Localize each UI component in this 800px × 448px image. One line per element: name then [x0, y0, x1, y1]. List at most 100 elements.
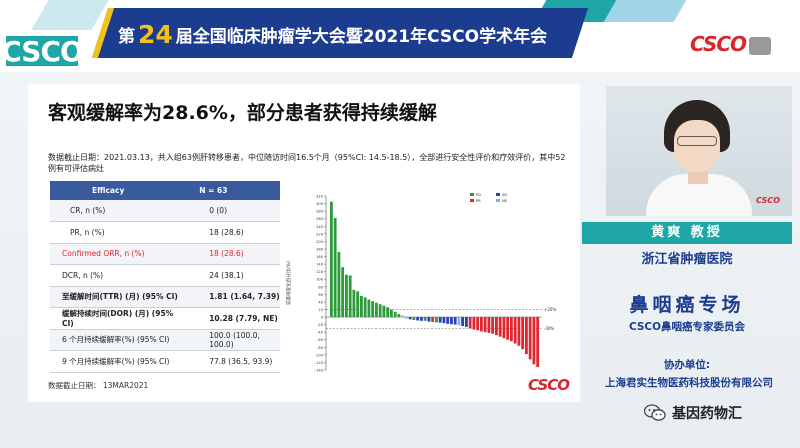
waterfall-bar — [408, 317, 412, 320]
waterfall-bar — [341, 267, 345, 318]
y-tick-label: 260 — [316, 217, 324, 221]
waterfall-bar — [442, 317, 446, 324]
y-axis-label: 较基线变化百分比(%) — [285, 261, 292, 305]
row-value: 77.8 (36.5, 93.9) — [179, 350, 280, 373]
waterfall-bar — [468, 317, 472, 329]
waterfall-bar — [330, 201, 333, 318]
legend-label: PD — [476, 193, 481, 197]
csco-logo-left: CSCO — [1, 34, 84, 68]
y-tick-label: 240 — [316, 225, 324, 229]
waterfall-bar — [457, 317, 461, 326]
waterfall-bar — [498, 317, 502, 337]
mascot-icon — [749, 36, 772, 55]
y-tick-label: -60 — [317, 338, 324, 342]
y-tick-label: -100 — [315, 353, 324, 357]
waterfall-bar — [472, 317, 476, 330]
waterfall-bar — [360, 295, 363, 318]
waterfall-bar — [427, 317, 431, 322]
waterfall-bar — [438, 317, 442, 323]
cohost-label: 协办单位: — [663, 359, 711, 371]
y-tick-label: 200 — [316, 240, 324, 244]
waterfall-bar — [423, 317, 427, 321]
waterfall-bar — [461, 317, 465, 327]
y-tick-label: 40 — [318, 300, 323, 304]
waterfall-bar — [435, 317, 438, 323]
header: 第 24 届全国临床肿瘤学大会暨2021年CSCO学术年会 CSCO CSCO — [0, 0, 800, 72]
y-tick-label: 180 — [316, 247, 324, 251]
csco-logo-right: CSCO — [690, 32, 772, 56]
waterfall-bar — [348, 275, 352, 318]
y-tick-label: 280 — [316, 210, 324, 214]
col-n: N = 63 — [179, 181, 280, 200]
waterfall-chart: -140 -120 -100 -80 -60 -40 -20 0 20 40 60 80 100 120 1… — [280, 184, 576, 382]
waterfall-bar — [510, 317, 513, 342]
waterfall-bar — [345, 274, 348, 318]
row-label: PR, n (%) — [50, 221, 180, 244]
row-value: 100.0 (100.0, 100.0) — [179, 329, 280, 351]
speaker-hospital: 浙江省肿瘤医院 — [641, 252, 733, 267]
waterfall-bar — [513, 317, 517, 344]
waterfall-bar — [393, 311, 397, 318]
waterfall-bar — [375, 302, 378, 318]
banner-prefix: 第 — [118, 26, 135, 47]
row-value: 18 (28.6) — [179, 243, 280, 265]
banner-number: 24 — [138, 19, 173, 49]
table-row: 6 个月持续缓解率(%) (95% CI) 100.0 (100.0, 100.0… — [50, 329, 280, 351]
waterfall-bar — [356, 291, 360, 318]
row-value: 0 (0) — [179, 200, 280, 222]
waterfall-bar — [525, 317, 528, 355]
legend-swatch — [496, 193, 500, 196]
reference-line-label: +20% — [544, 307, 556, 312]
row-value: 18 (28.6) — [179, 221, 280, 244]
row-label: 缓解持续时间(DOR) (月) (95% CI) — [50, 307, 180, 330]
waterfall-bar — [495, 317, 498, 336]
waterfall-bar — [528, 317, 532, 360]
waterfall-bar — [352, 289, 356, 318]
waterfall-bar — [532, 317, 536, 365]
session-committee: CSCO鼻咽癌专家委员会 — [628, 321, 746, 333]
waterfall-bar — [416, 317, 420, 321]
y-tick-label: 60 — [318, 293, 323, 297]
speaker-video: CSCO — [606, 86, 792, 216]
waterfall-bar — [390, 309, 393, 318]
waterfall-bar — [420, 317, 423, 321]
y-tick-label: 120 — [316, 270, 324, 274]
row-label: 9 个月持续缓解率(%) (95% CI) — [50, 350, 180, 373]
wechat-watermark: 基因药物汇 — [644, 402, 742, 424]
waterfall-bar — [382, 305, 386, 318]
waterfall-bar — [378, 304, 382, 318]
waterfall-bar — [386, 307, 390, 318]
row-label: DCR, n (%) — [50, 264, 180, 287]
y-tick-label: -20 — [317, 323, 324, 327]
waterfall-bar — [491, 317, 495, 334]
y-tick-label: 320 — [316, 195, 324, 199]
legend-swatch — [496, 199, 500, 202]
waterfall-bar — [506, 317, 510, 340]
waterfall-bar — [450, 317, 453, 325]
y-tick-label: 20 — [318, 308, 323, 312]
waterfall-bar — [521, 317, 525, 350]
legend-swatch — [470, 193, 474, 196]
waterfall-bar — [431, 317, 435, 322]
y-tick-label: -80 — [317, 346, 324, 350]
waterfall-bar — [487, 317, 491, 333]
waterfall-bar — [453, 317, 457, 325]
slide-title: 客观缓解率为28.6%，部分患者获得持续缓解 — [48, 102, 437, 124]
waterfall-bar — [397, 314, 401, 318]
waterfall-bar — [446, 317, 450, 324]
data-cutoff-text: 数据截止日期：2021.03.13，共入组63例肝转移患者，中位随访时间16.5… — [48, 153, 566, 173]
table-row: 缓解持续时间(DOR) (月) (95% CI) 10.28 (7.79, NE) — [50, 307, 280, 330]
row-label: Confirmed ORR, n (%) — [50, 243, 180, 265]
speaker-name: 黄爽 教授 — [582, 222, 792, 244]
y-tick-label: 0 — [321, 316, 324, 320]
row-value: 24 (38.1) — [179, 264, 280, 287]
waterfall-bar — [476, 317, 480, 331]
y-tick-label: 140 — [316, 263, 324, 267]
waterfall-bar — [480, 317, 483, 332]
watermark-text: 基因药物汇 — [672, 406, 742, 422]
waterfall-bar — [517, 317, 521, 346]
waterfall-bar — [333, 217, 337, 318]
y-tick-label: -140 — [315, 369, 324, 373]
speaker-glasses — [677, 136, 717, 146]
